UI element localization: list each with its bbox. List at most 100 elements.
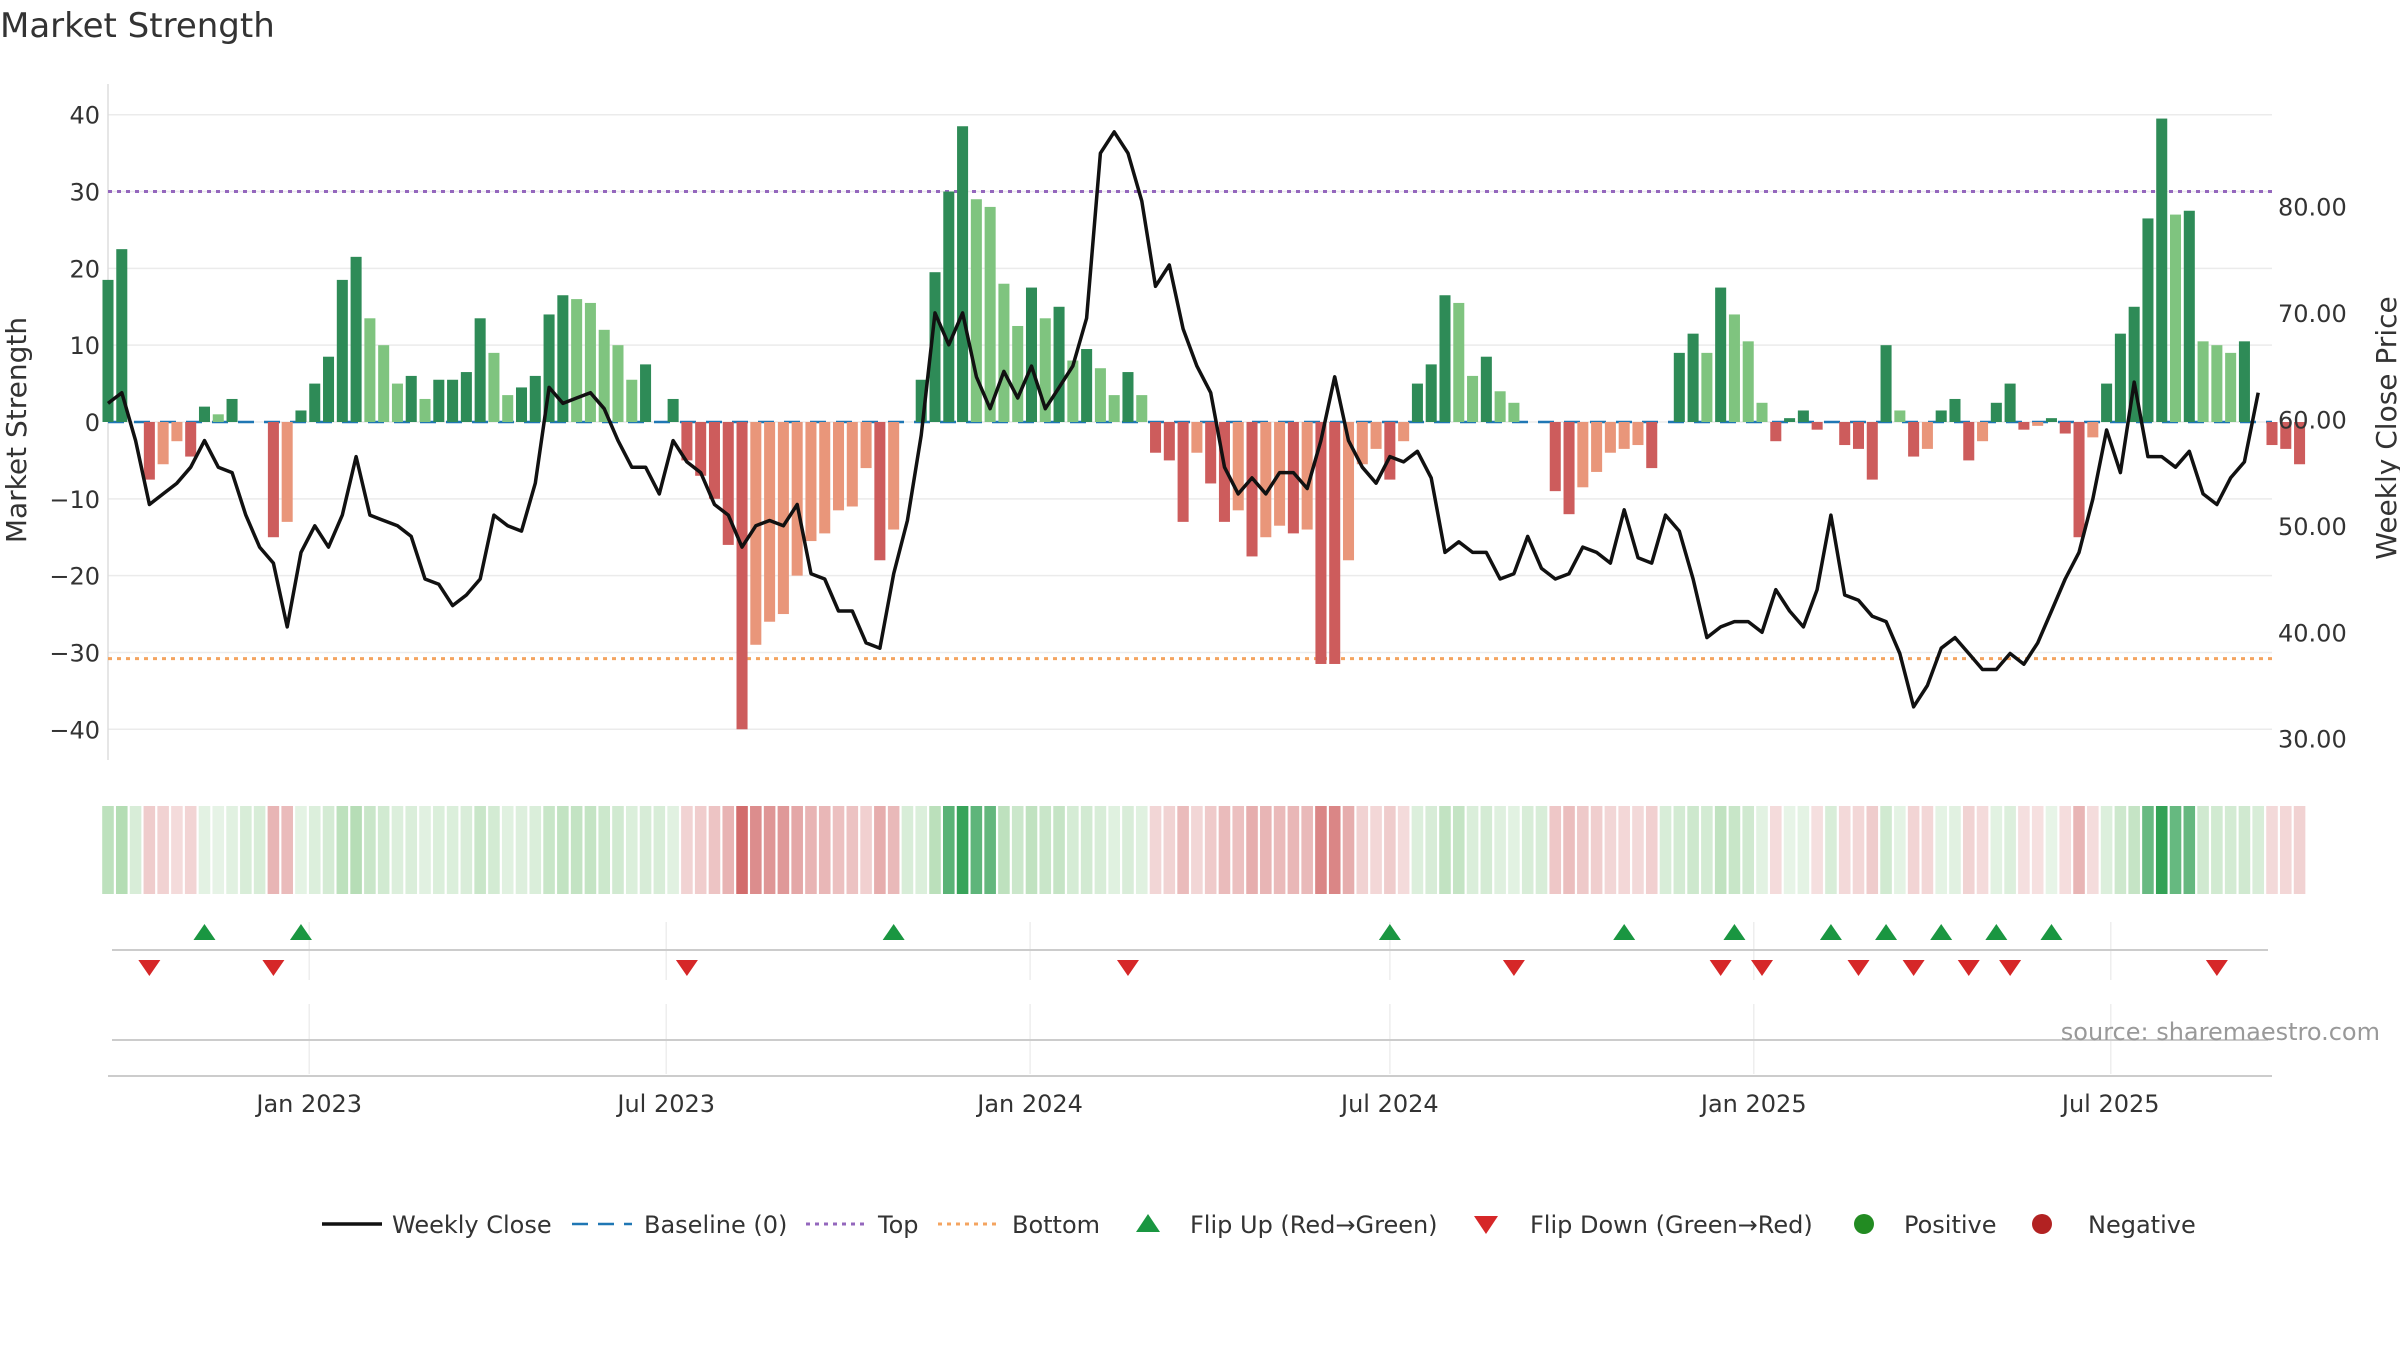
flip-up-marker bbox=[1930, 924, 1953, 940]
heat-cell bbox=[1122, 806, 1134, 894]
heat-cell bbox=[777, 806, 790, 894]
strength-bar bbox=[460, 372, 472, 422]
legend-label: Positive bbox=[1904, 1211, 1997, 1239]
strength-bar bbox=[1205, 422, 1217, 484]
left-y-axis-ticks: 40 30 20 10 0 −10 −20 −30 −40 bbox=[49, 102, 100, 745]
heat-cell bbox=[1687, 806, 1699, 894]
flip-down-marker bbox=[1902, 960, 1925, 976]
strength-bar bbox=[598, 329, 610, 422]
right-tick-label: 70.00 bbox=[2278, 300, 2347, 328]
strength-bar bbox=[1880, 345, 1892, 422]
legend-label: Flip Down (Green→Red) bbox=[1530, 1211, 1813, 1239]
heat-cell bbox=[887, 806, 900, 894]
flip-down-marker bbox=[2205, 960, 2228, 976]
strength-bar bbox=[1053, 306, 1065, 422]
heat-cell bbox=[543, 806, 555, 894]
bottom-panel bbox=[108, 1004, 2272, 1077]
strength-bar bbox=[336, 279, 348, 422]
heat-cell bbox=[1756, 806, 1768, 894]
flip-down-marker bbox=[1957, 960, 1980, 976]
legend-label: Negative bbox=[2088, 1211, 2196, 1239]
heat-cell bbox=[2183, 806, 2196, 894]
flip-up-marker bbox=[193, 924, 216, 940]
flip-down-marker bbox=[1502, 960, 1525, 976]
strength-bar bbox=[1108, 395, 1120, 422]
heat-cell bbox=[1135, 806, 1148, 894]
strength-bar bbox=[1839, 422, 1851, 446]
heat-cell bbox=[1714, 806, 1727, 894]
strength-bar bbox=[1411, 383, 1423, 422]
heat-cell bbox=[2031, 806, 2044, 894]
heat-cell bbox=[570, 806, 583, 894]
strength-bar bbox=[750, 422, 762, 645]
heat-cell bbox=[1880, 806, 1892, 894]
heat-cell bbox=[1673, 806, 1686, 894]
strength-bar bbox=[1163, 422, 1175, 461]
strength-bar bbox=[1797, 410, 1809, 422]
heat-cell bbox=[157, 806, 169, 894]
legend-item-flip-down: Flip Down (Green→Red) bbox=[1474, 1211, 1813, 1239]
strength-bar bbox=[1508, 402, 1520, 422]
strength-bar bbox=[1301, 422, 1313, 530]
strength-bar bbox=[1177, 422, 1189, 522]
strength-bar bbox=[1453, 302, 1465, 422]
legend-item-flip-up: Flip Up (Red→Green) bbox=[1136, 1211, 1438, 1239]
strength-bar bbox=[1025, 287, 1038, 422]
heat-cell bbox=[2100, 806, 2113, 894]
heat-cell bbox=[1480, 806, 1493, 894]
right-y-axis-title: Weekly Close Price bbox=[2370, 296, 2400, 559]
legend-item-top: Top bbox=[806, 1211, 919, 1239]
heat-cell bbox=[1218, 806, 1231, 894]
x-tick-label: Jan 2025 bbox=[1699, 1090, 1807, 1118]
strength-bar bbox=[1398, 422, 1410, 442]
strength-bar bbox=[1467, 375, 1479, 422]
heat-cell bbox=[708, 806, 721, 894]
heat-cell bbox=[1191, 806, 1203, 894]
chart-title: Market Strength bbox=[0, 6, 275, 46]
strength-bar bbox=[571, 299, 583, 422]
flip-up-marker bbox=[1723, 924, 1746, 940]
flip-down-marker bbox=[1116, 960, 1139, 976]
heat-cell bbox=[1838, 806, 1851, 894]
heat-cell bbox=[143, 806, 156, 894]
strength-bar bbox=[1894, 410, 1906, 422]
strength-bar bbox=[1949, 398, 1961, 422]
heat-cell bbox=[2142, 806, 2154, 894]
heat-cell bbox=[612, 806, 624, 894]
heat-cell bbox=[308, 806, 321, 894]
heat-cell bbox=[1108, 806, 1120, 894]
heat-cell bbox=[846, 806, 859, 894]
heat-cell bbox=[1301, 806, 1313, 894]
strength-bar bbox=[2087, 422, 2099, 438]
heat-cell bbox=[446, 806, 459, 894]
strength-heat-strip bbox=[102, 806, 2306, 894]
heat-cell bbox=[1370, 806, 1382, 894]
strength-bar bbox=[212, 414, 224, 422]
strength-bar bbox=[1356, 422, 1368, 465]
strength-bar bbox=[1990, 402, 2002, 422]
left-tick-label: 30 bbox=[69, 179, 100, 207]
flip-down-marker bbox=[1709, 960, 1732, 976]
heat-cell bbox=[984, 806, 996, 894]
heat-cell bbox=[1632, 806, 1644, 894]
left-tick-label: −30 bbox=[49, 639, 100, 667]
strength-bar bbox=[1646, 422, 1658, 469]
heat-cell bbox=[1852, 806, 1865, 894]
heat-cell bbox=[557, 806, 569, 894]
heat-cell bbox=[681, 806, 693, 894]
left-y-axis-title: Market Strength bbox=[0, 317, 33, 543]
heat-cell bbox=[1508, 806, 1520, 894]
heat-cell bbox=[1204, 806, 1217, 894]
strength-bar bbox=[1122, 372, 1134, 422]
heat-cell bbox=[653, 806, 666, 894]
heat-cell bbox=[1976, 806, 1989, 894]
heat-cell bbox=[639, 806, 652, 894]
heat-cell bbox=[171, 806, 183, 894]
strength-bar bbox=[391, 383, 403, 422]
strength-bar bbox=[281, 422, 293, 522]
flip-down-marker bbox=[1847, 960, 1870, 976]
strength-bar bbox=[350, 256, 362, 422]
flip-up-marker bbox=[2040, 924, 2063, 940]
heat-cell bbox=[1825, 806, 1837, 894]
heat-cell bbox=[1604, 806, 1617, 894]
